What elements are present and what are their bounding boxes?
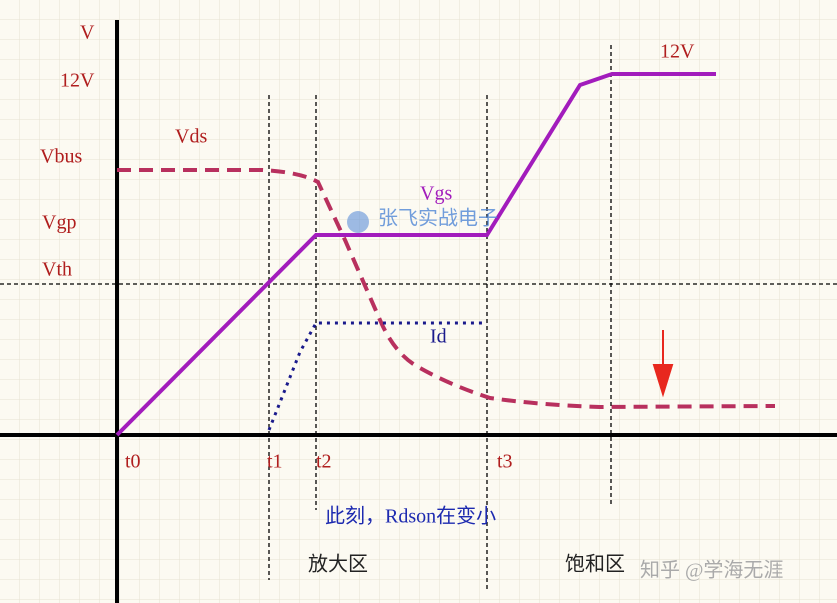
level-label: 12V <box>60 70 95 92</box>
arrow <box>652 330 674 398</box>
time-label: t3 <box>497 451 513 473</box>
curve-label: Vds <box>175 126 207 148</box>
vds-curve <box>117 168 776 410</box>
level-label: Vth <box>42 259 72 281</box>
time-label: t2 <box>316 451 332 473</box>
curve-label: 12V <box>660 41 695 63</box>
vgs-curve <box>115 72 716 437</box>
y-label: V <box>80 22 95 44</box>
region-label: 放大区 <box>308 553 368 576</box>
id-curve <box>267 321 487 431</box>
guide-lines <box>0 45 837 590</box>
level-label: Vgp <box>42 212 76 234</box>
curve-label: Id <box>430 326 447 348</box>
region-label: 饱和区 <box>565 553 625 576</box>
level-label: Vbus <box>40 146 82 168</box>
time-label: t1 <box>267 451 283 473</box>
curve-label: Vgs <box>420 183 452 205</box>
logo-icon <box>347 211 369 233</box>
time-label: t0 <box>125 451 141 473</box>
logo: 张飞实战电子 <box>378 207 498 230</box>
watermark: 知乎 @学海无涯 <box>640 559 783 582</box>
annotation: 此刻，Rdson在变小 <box>325 505 496 528</box>
